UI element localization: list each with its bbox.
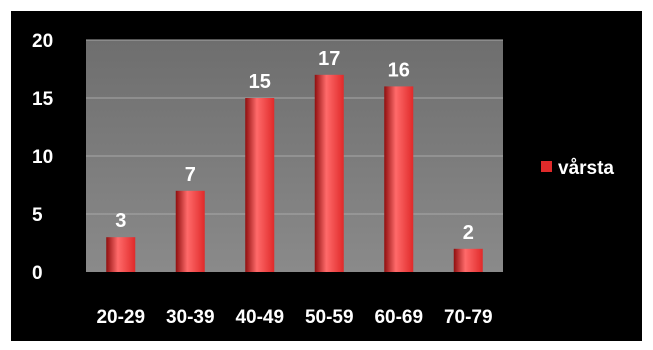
data-label: 15 [249,71,271,93]
x-tick-label: 70-79 [444,307,493,328]
x-tick-label: 50-59 [305,307,354,328]
x-tick-label: 30-39 [166,307,215,328]
data-label: 17 [318,48,340,70]
data-label: 7 [185,164,196,186]
bars [106,74,483,273]
bar-30-39 [175,190,205,272]
y-tick-label: 5 [32,205,43,226]
y-tick-label: 20 [32,31,53,52]
gridlines [86,39,503,215]
y-tick-label: 0 [32,263,43,284]
y-axis: 0 5 10 15 20 [32,31,54,284]
bar-40-49 [245,98,275,272]
legend-swatch [541,161,552,172]
data-labels: 3 7 15 17 16 2 [115,48,474,244]
bar-20-29 [106,237,136,272]
data-label: 3 [115,210,126,232]
y-tick-label: 10 [32,147,53,168]
bar-70-79 [453,248,483,272]
data-label: 2 [463,222,474,244]
y-tick-label: 15 [32,89,54,110]
data-label: 16 [388,59,410,81]
x-tick-label: 20-29 [96,307,145,328]
legend: vårsta [541,158,614,179]
legend-label: vårsta [558,158,614,179]
x-axis: 20-29 30-39 40-49 50-59 60-69 70-79 [96,307,492,328]
bar-60-69 [384,86,414,273]
bar-50-59 [314,74,344,272]
x-tick-label: 60-69 [374,307,423,328]
x-tick-label: 40-49 [235,307,284,328]
